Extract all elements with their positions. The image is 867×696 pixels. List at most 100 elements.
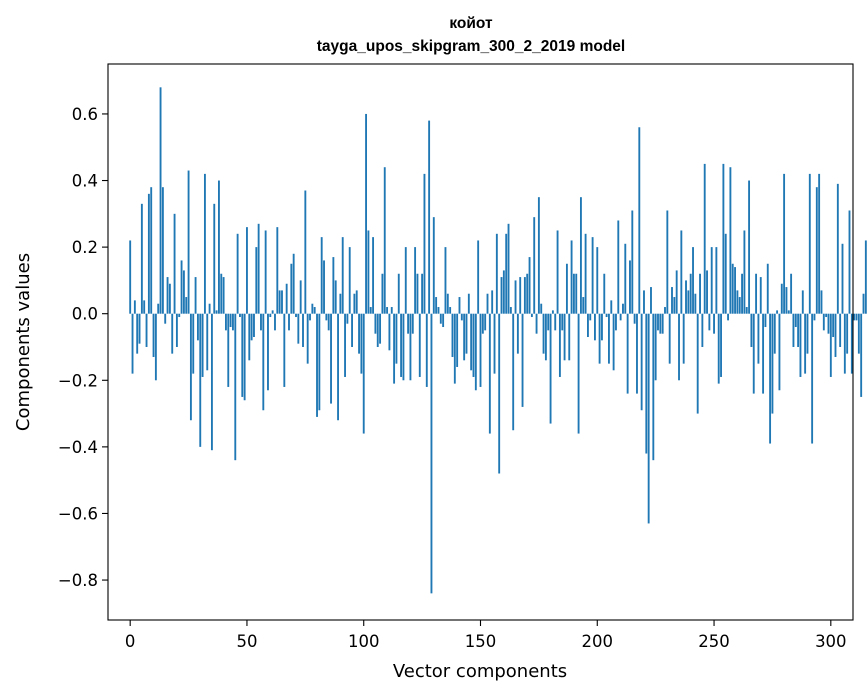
bar-19 <box>173 213 176 314</box>
bar-85 <box>327 313 330 331</box>
bar-220 <box>643 290 645 314</box>
x-tick-label: 250 <box>698 632 730 651</box>
bar-30 <box>199 313 202 447</box>
bar-296 <box>820 290 823 314</box>
bar-188 <box>568 313 571 361</box>
bar-151 <box>481 313 484 334</box>
bar-114 <box>395 313 398 364</box>
bar-48 <box>241 313 244 397</box>
bar-189 <box>570 240 573 314</box>
bar-61 <box>271 310 274 314</box>
bar-77 <box>309 313 311 321</box>
bar-237 <box>682 313 685 364</box>
bar-185 <box>561 313 564 331</box>
bar-108 <box>381 273 384 314</box>
bar-105 <box>374 313 377 334</box>
bar-79 <box>313 307 316 314</box>
bar-267 <box>752 313 755 394</box>
bar-271 <box>762 313 765 394</box>
bar-280 <box>783 173 786 314</box>
bar-113 <box>393 313 396 384</box>
bar-157 <box>495 233 498 314</box>
y-axis-ticks: −0.8 −0.6 −0.4 −0.2 0.0 0.2 0.4 0.6 <box>58 105 108 590</box>
bar-119 <box>407 313 410 334</box>
bar-209 <box>617 220 620 314</box>
bar-58 <box>264 230 267 314</box>
bar-32 <box>203 173 206 314</box>
bar-150 <box>479 313 482 387</box>
bar-152 <box>484 313 487 331</box>
bar-137 <box>449 307 452 314</box>
bar-206 <box>610 300 613 314</box>
bar-118 <box>404 247 407 314</box>
bar-31 <box>201 313 204 377</box>
bar-204 <box>605 313 608 318</box>
bar-198 <box>591 237 594 314</box>
bar-139 <box>453 313 456 384</box>
bar-0 <box>129 240 132 314</box>
bar-164 <box>512 313 515 431</box>
x-axis-ticks: 0 50 100 150 200 250 300 <box>125 620 847 651</box>
bar-129 <box>430 313 433 594</box>
bar-141 <box>458 297 461 314</box>
bar-261 <box>738 297 741 314</box>
bar-74 <box>302 313 304 347</box>
bar-292 <box>811 313 814 444</box>
bar-226 <box>657 313 659 331</box>
bar-46 <box>236 233 239 314</box>
bar-176 <box>540 303 543 314</box>
bar-203 <box>603 273 606 314</box>
bar-224 <box>652 313 655 461</box>
x-tick-label: 0 <box>125 632 136 651</box>
bar-234 <box>675 270 678 314</box>
bar-53 <box>253 313 255 338</box>
bar-304 <box>839 313 842 347</box>
bar-93 <box>346 313 349 324</box>
bar-300 <box>829 313 832 377</box>
bar-112 <box>390 307 393 314</box>
y-tick-label: 0.6 <box>72 105 98 124</box>
bar-100 <box>362 313 365 434</box>
bar-213 <box>626 313 629 394</box>
bar-260 <box>736 290 739 314</box>
bar-173 <box>533 217 536 314</box>
bar-238 <box>685 280 687 314</box>
bar-8 <box>147 193 150 314</box>
bar-289 <box>804 313 807 374</box>
bar-50 <box>246 227 248 314</box>
bar-225 <box>654 313 657 381</box>
bar-258 <box>731 263 734 314</box>
bar-109 <box>383 167 386 314</box>
bar-34 <box>208 303 211 314</box>
bar-17 <box>168 283 171 314</box>
bar-216 <box>633 313 636 324</box>
bar-11 <box>154 313 157 381</box>
bar-75 <box>304 190 307 314</box>
bar-262 <box>741 273 743 314</box>
bar-54 <box>255 247 258 314</box>
bar-131 <box>435 297 438 314</box>
bar-2 <box>133 300 136 314</box>
bar-214 <box>629 260 631 314</box>
bar-148 <box>474 313 477 391</box>
bar-103 <box>369 307 372 314</box>
bar-84 <box>325 313 328 321</box>
bar-177 <box>542 313 545 354</box>
bar-56 <box>260 313 262 331</box>
bar-193 <box>579 197 582 314</box>
bar-51 <box>248 313 251 361</box>
bar-99 <box>360 313 363 374</box>
bar-21 <box>178 313 181 318</box>
bar-38 <box>218 180 220 314</box>
bar-246 <box>703 163 706 314</box>
bar-170 <box>526 273 529 314</box>
bar-230 <box>666 210 669 314</box>
bar-33 <box>206 313 209 371</box>
bar-182 <box>554 313 557 331</box>
y-tick-label: −0.4 <box>58 438 98 457</box>
bar-187 <box>565 263 568 314</box>
bar-298 <box>825 313 828 318</box>
bar-134 <box>442 313 445 328</box>
